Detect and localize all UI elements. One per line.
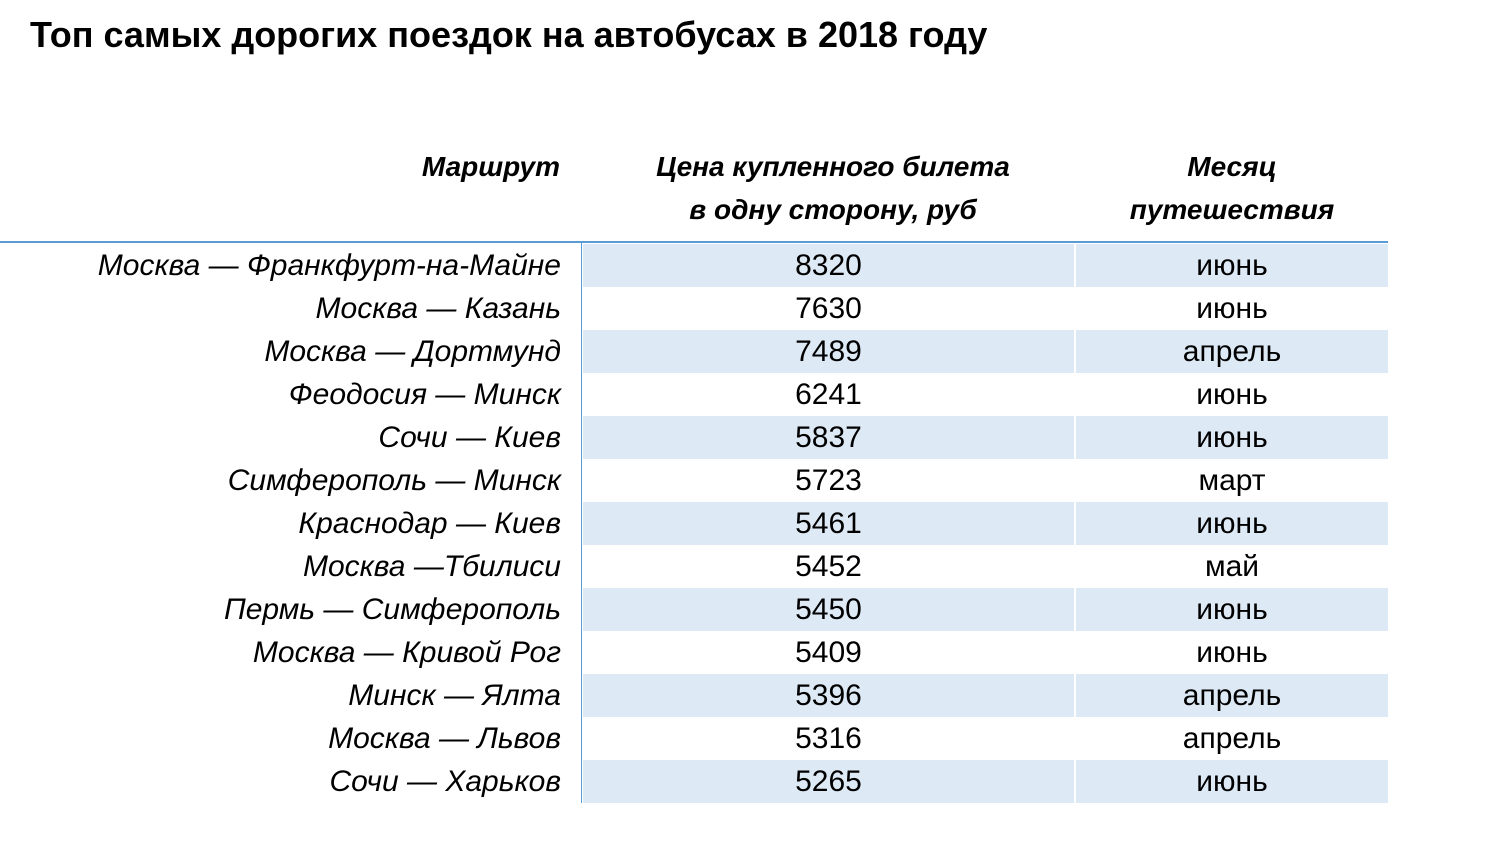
route-cell: Феодосия — Минск	[288, 378, 561, 411]
table-row: Москва — Франкфурт-на-Майне 8320 июнь	[0, 244, 1388, 287]
route-cell: Москва — Дортмунд	[264, 335, 561, 368]
table-row: Москва — Дортмунд 7489 апрель	[0, 330, 1388, 373]
price-cell: 5450	[583, 588, 1074, 631]
price-cell: 5452	[795, 550, 862, 583]
route-cell: Минск — Ялта	[348, 679, 561, 712]
price-cell: 5723	[795, 464, 862, 497]
price-cell: 6241	[795, 378, 862, 411]
price-cell: 5409	[795, 636, 862, 669]
route-cell: Краснодар — Киев	[298, 507, 561, 540]
price-cell: 7630	[795, 292, 862, 325]
route-cell: Сочи — Киев	[378, 421, 561, 454]
price-cell: 5837	[583, 416, 1074, 459]
month-cell: май	[1204, 550, 1260, 583]
price-cell: 5396	[583, 674, 1074, 717]
month-cell: апрель	[1076, 674, 1388, 717]
route-cell: Сочи — Харьков	[329, 765, 561, 798]
table-row: Краснодар — Киев 5461 июнь	[0, 502, 1388, 545]
route-cell: Москва — Кривой Рог	[252, 636, 561, 669]
route-cell: Симферополь — Минск	[227, 464, 561, 497]
month-cell: март	[1198, 464, 1266, 497]
table-row: Пермь — Симферополь 5450 июнь	[0, 588, 1388, 631]
table-row: Москва — Кривой Рог 5409 июнь	[0, 631, 1388, 674]
column-header-month-line2: путешествия	[1129, 194, 1335, 225]
month-cell: июнь	[1076, 416, 1388, 459]
month-cell: апрель	[1182, 722, 1282, 755]
route-cell: Москва —Тбилиси	[302, 550, 561, 583]
price-cell: 7489	[583, 330, 1074, 373]
column-divider	[581, 242, 582, 803]
price-cell: 5461	[583, 502, 1074, 545]
month-cell: июнь	[1076, 244, 1388, 287]
month-cell: июнь	[1196, 292, 1268, 325]
month-cell: июнь	[1076, 588, 1388, 631]
route-cell: Москва — Франкфурт-на-Майне	[97, 249, 561, 282]
table-row: Москва — Казань 7630 июнь	[0, 287, 1388, 330]
column-header-price-line2: в одну сторону, руб	[689, 194, 977, 225]
table-row: Москва —Тбилиси 5452 май	[0, 545, 1388, 588]
column-header-route: Маршрут	[0, 145, 560, 188]
page-title: Топ самых дорогих поездок на автобусах в…	[30, 14, 988, 55]
table-row: Сочи — Харьков 5265 июнь	[0, 760, 1388, 803]
table-body: Москва — Франкфурт-на-Майне 8320 июнь Москв…	[0, 244, 1388, 803]
column-header-month-line1: Месяц	[1187, 151, 1277, 182]
price-cell: 5265	[583, 760, 1074, 803]
column-header-month: Месяц путешествия	[1076, 145, 1388, 231]
column-header-route-label: Маршрут	[421, 151, 560, 182]
month-cell: апрель	[1076, 330, 1388, 373]
table-row: Сочи — Киев 5837 июнь	[0, 416, 1388, 459]
price-cell: 8320	[583, 244, 1074, 287]
table-row: Симферополь — Минск 5723 март	[0, 459, 1388, 502]
route-cell: Москва — Львов	[328, 722, 561, 755]
column-header-price: Цена купленного билета в одну сторону, р…	[583, 145, 1083, 231]
table-row: Москва — Львов 5316 апрель	[0, 717, 1388, 760]
month-cell: июнь	[1196, 378, 1268, 411]
column-header-price-line1: Цена купленного билета	[656, 151, 1010, 182]
month-cell: июнь	[1196, 636, 1268, 669]
route-cell: Пермь — Симферополь	[223, 593, 561, 626]
route-cell: Москва — Казань	[315, 292, 561, 325]
table-row: Феодосия — Минск 6241 июнь	[0, 373, 1388, 416]
price-cell: 5316	[795, 722, 862, 755]
month-cell: июнь	[1076, 760, 1388, 803]
table-row: Минск — Ялта 5396 апрель	[0, 674, 1388, 717]
header-divider	[0, 241, 1388, 243]
month-cell: июнь	[1076, 502, 1388, 545]
